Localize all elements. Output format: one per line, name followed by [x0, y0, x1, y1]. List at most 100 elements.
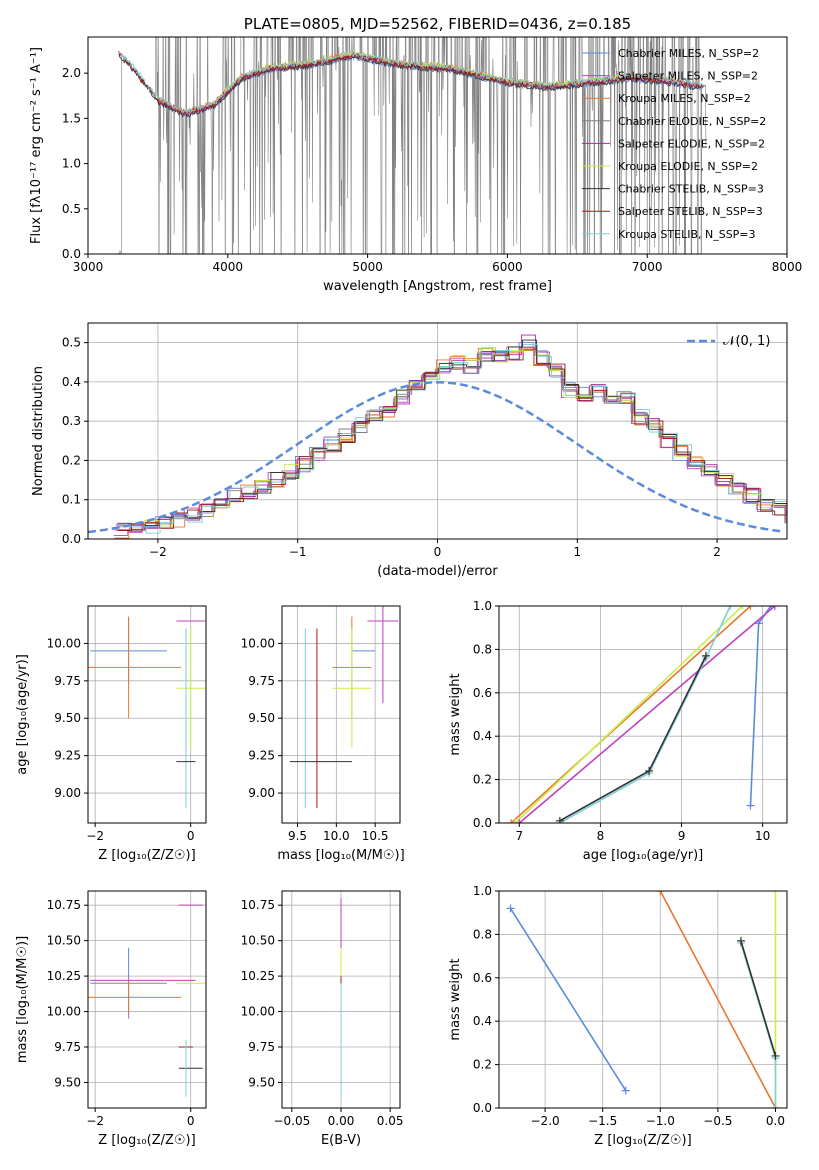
- y-tick-label: 0.6: [473, 686, 492, 700]
- mass-vs-metallicity-panel: −2 0 9.50 9.75 10.00 10.25 10.50 10.75 Z [log₁₀(…: [15, 890, 207, 1148]
- x-axis-label: mass [log₁₀(M/M☉)]: [277, 848, 404, 863]
- mass-weight-vs-metallicity-panel: −2.0 −1.5 −1.0 −0.5 0.0 0.0 0.2 0.4 0.6 0.8 1.0 Z […: [448, 884, 788, 1148]
- y-tick-label: 0.2: [473, 773, 492, 787]
- y-tick-label: 9.25: [248, 749, 275, 763]
- age-vs-metallicity-panel: −2 0 9.00 9.25 9.50 9.75 10.00 Z [log₁₀(Z/Z☉)] a…: [15, 605, 207, 863]
- x-tick-label: 0.05: [377, 1114, 404, 1128]
- x-tick-label: −2: [86, 1114, 104, 1128]
- axes-frame: [498, 890, 788, 1109]
- x-tick-label: −1.5: [588, 1114, 617, 1128]
- y-tick-label: 10.50: [241, 934, 275, 948]
- legend-entry: Salpeter MILES, N_SSP=2: [618, 70, 758, 83]
- x-tick-label: 1: [573, 545, 581, 559]
- model-spectrum-line-chabrier-stelib: [118, 53, 703, 118]
- x-tick-label: 0: [187, 829, 195, 843]
- y-tick-label: 0.5: [62, 202, 81, 216]
- chart-title: PLATE=0805, MJD=52562, FIBERID=0436, z=0…: [244, 15, 631, 33]
- series-marker: [771, 891, 780, 895]
- data-point: [88, 980, 182, 1015]
- x-tick-label: −2.0: [531, 1114, 560, 1128]
- legend-entry: Salpeter ELODIE, N_SSP=2: [618, 137, 765, 150]
- x-tick-label: −0.5: [703, 1114, 732, 1128]
- y-tick-label: 10.00: [47, 636, 81, 650]
- data-point: [176, 628, 206, 749]
- mass-weight-vs-age-panel: 7 8 9 10 0.0 0.2 0.4 0.6 0.8 1.0 age [log₁₀(age/yr…: [448, 599, 788, 863]
- y-tick-label: 10.50: [47, 934, 81, 948]
- legend-entry: Kroupa ELODIE, N_SSP=2: [618, 160, 758, 173]
- series-marker: [736, 936, 745, 945]
- x-tick-label: 9.5: [288, 829, 307, 843]
- axes-frame: [87, 605, 207, 824]
- plot-area: [88, 334, 787, 539]
- age-vs-mass-panel: 9.5 10.0 10.5 9.00 9.25 9.50 9.75 10.00 mass [lo…: [241, 605, 405, 863]
- series-marker: [771, 1051, 780, 1060]
- x-tick-label: −1.0: [646, 1114, 675, 1128]
- y-axis-label: mass [log₁₀(M/M☉)]: [15, 936, 30, 1063]
- x-tick-label: 7000: [632, 260, 663, 274]
- plot-area: [507, 606, 779, 823]
- plot-area: [506, 891, 780, 1108]
- y-tick-label: 0.0: [62, 247, 81, 261]
- plot-area: [289, 606, 399, 809]
- series-line-salpeter-miles: [518, 606, 776, 823]
- y-tick-label: 9.25: [54, 749, 81, 763]
- x-tick-label: 3000: [73, 260, 104, 274]
- x-tick-label: 0.0: [766, 1114, 785, 1128]
- series-marker: [645, 766, 654, 775]
- y-tick-label: 0.3: [62, 414, 81, 428]
- series-line-kroupa-stelib: [559, 606, 731, 823]
- x-tick-label: 10.0: [323, 829, 350, 843]
- x-tick-label: 2: [713, 545, 721, 559]
- x-axis-label: Z [log₁₀(Z/Z☉)]: [98, 848, 195, 863]
- series-line-kroupa-miles: [659, 891, 777, 1108]
- y-axis-label: age [log₁₀(age/yr)]: [15, 654, 30, 775]
- x-tick-label: −1: [289, 545, 307, 559]
- series-line-kroupa-stelib: [740, 942, 777, 1108]
- x-tick-label: 6000: [492, 260, 523, 274]
- legend-entry: Kroupa MILES, N_SSP=2: [618, 92, 751, 105]
- legend-entry: Chabrier STELIB, N_SSP=3: [618, 183, 764, 196]
- x-tick-label: 7: [515, 829, 523, 843]
- y-tick-label: 0.2: [62, 453, 81, 467]
- axes-frame: [87, 322, 788, 540]
- spectrum-panel: 3000 4000 5000 6000 7000 8000 0.0 0.5 1.0 1.5 2.0 w…: [29, 15, 802, 294]
- series-line-chabrier-stelib: [559, 655, 707, 822]
- y-tick-label: 9.75: [54, 674, 81, 688]
- legend-entry: Kroupa STELIB, N_SSP=3: [618, 228, 756, 241]
- series-marker: [746, 801, 755, 810]
- series-marker: [746, 606, 755, 610]
- x-tick-label: 8: [597, 829, 605, 843]
- y-tick-label: 9.75: [248, 1040, 275, 1054]
- y-tick-label: 9.50: [248, 711, 275, 725]
- x-tick-label: −2: [149, 545, 167, 559]
- y-tick-label: 0.0: [473, 1101, 492, 1115]
- y-tick-label: 0.4: [62, 375, 81, 389]
- series-marker: [726, 606, 735, 610]
- y-tick-label: 0.0: [62, 532, 81, 546]
- y-tick-label: 1.0: [62, 157, 81, 171]
- residual-histogram-kroupa-elodie: [116, 348, 787, 528]
- residual-histogram-kroupa-stelib: [118, 344, 787, 534]
- mass-vs-ebv-panel: −0.05 0.00 0.05 9.50 9.75 10.00 10.25 10.50 10.7…: [241, 890, 404, 1148]
- x-tick-label: 5000: [352, 260, 383, 274]
- plot-area: [88, 904, 206, 1097]
- x-tick-label: 0.00: [328, 1114, 355, 1128]
- plot-area: [118, 37, 707, 254]
- series-line-chabrier-miles: [749, 606, 772, 806]
- plot-area: [88, 616, 206, 809]
- legend-entry: Salpeter STELIB, N_SSP=3: [618, 205, 763, 218]
- x-tick-label: −2: [86, 829, 104, 843]
- y-tick-label: 1.0: [473, 599, 492, 613]
- series-marker: [771, 1104, 780, 1108]
- y-tick-label: 10.25: [47, 969, 81, 983]
- x-axis-label: (data-model)/error: [377, 564, 498, 579]
- x-tick-label: 0: [187, 1114, 195, 1128]
- axes-frame: [87, 36, 788, 255]
- y-tick-label: 0.1: [62, 493, 81, 507]
- y-tick-label: 10.75: [241, 898, 275, 912]
- y-tick-label: 10.75: [47, 898, 81, 912]
- residual-histogram-salpeter-stelib: [117, 349, 787, 531]
- series-marker: [511, 819, 520, 823]
- series-line-chabrier-stelib: [740, 940, 777, 1057]
